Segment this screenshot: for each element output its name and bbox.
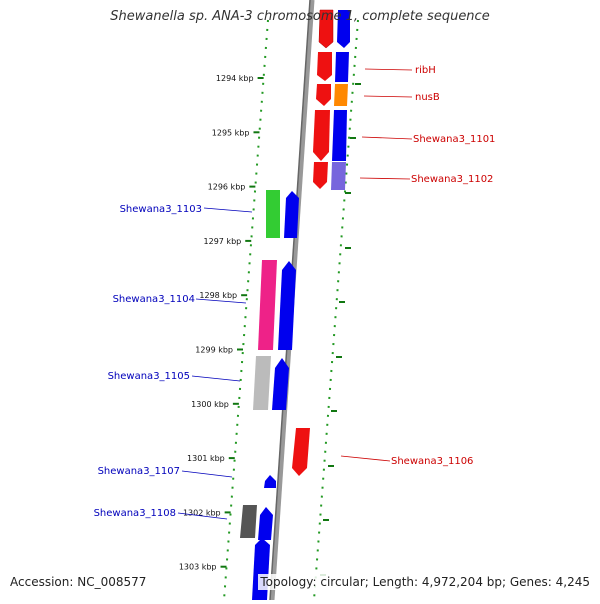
tick-labels: 1294 kbp 1295 kbp 1296 kbp 1297 kbp 1298 kbp… xyxy=(179,74,254,572)
gene-1101-arrow[interactable] xyxy=(313,110,347,161)
tick-label: 1294 kbp xyxy=(216,74,254,83)
accession-text: Accession: NC_008577 xyxy=(8,574,149,590)
map-title: Shewanella sp. ANA-3 chromosome 1, compl… xyxy=(110,9,490,24)
label-shewana3-1107[interactable]: Shewana3_1107 xyxy=(98,466,180,477)
label-shewana3-1105[interactable]: Shewana3_1105 xyxy=(108,371,190,382)
gene-nusB-arrow[interactable] xyxy=(316,84,348,106)
gene-1104-arrow[interactable] xyxy=(258,260,296,350)
tick-marks xyxy=(220,77,264,568)
gene-1102-arrow[interactable] xyxy=(313,162,346,190)
label-shewana3-1106[interactable]: Shewana3_1106 xyxy=(391,456,473,467)
label-ribH[interactable]: ribH xyxy=(415,65,436,76)
right-dotted-track xyxy=(313,19,359,601)
label-shewana3-1102[interactable]: Shewana3_1102 xyxy=(411,174,493,185)
tick-label: 1296 kbp xyxy=(208,183,246,192)
label-shewana3-1104[interactable]: Shewana3_1104 xyxy=(113,294,195,305)
reverse-leaders xyxy=(177,207,253,520)
forward-leaders xyxy=(340,68,413,462)
tick-label: 1300 kbp xyxy=(191,400,229,409)
label-shewana3-1101[interactable]: Shewana3_1101 xyxy=(413,134,495,145)
tick-label: 1302 kbp xyxy=(183,508,221,517)
gene-ribH-block[interactable] xyxy=(318,9,350,49)
tick-label: 1297 kbp xyxy=(204,237,242,246)
gene-ribH-arrow[interactable] xyxy=(317,52,349,82)
gene-1106-arrow[interactable] xyxy=(292,428,310,476)
gene-1103-arrow[interactable] xyxy=(266,190,299,238)
topology-text: Topology: circular; Length: 4,972,204 bp… xyxy=(258,574,592,590)
label-shewana3-1108[interactable]: Shewana3_1108 xyxy=(94,508,176,519)
gene-1105-arrow[interactable] xyxy=(253,356,289,410)
tick-label: 1298 kbp xyxy=(199,291,237,300)
tick-label: 1295 kbp xyxy=(212,128,250,137)
tick-label: 1303 kbp xyxy=(179,563,217,572)
label-nusB[interactable]: nusB xyxy=(415,92,440,103)
tick-label: 1301 kbp xyxy=(187,454,225,463)
gene-1107-arrow[interactable] xyxy=(264,475,276,488)
tick-label: 1299 kbp xyxy=(195,346,233,355)
label-shewana3-1103[interactable]: Shewana3_1103 xyxy=(120,204,202,215)
